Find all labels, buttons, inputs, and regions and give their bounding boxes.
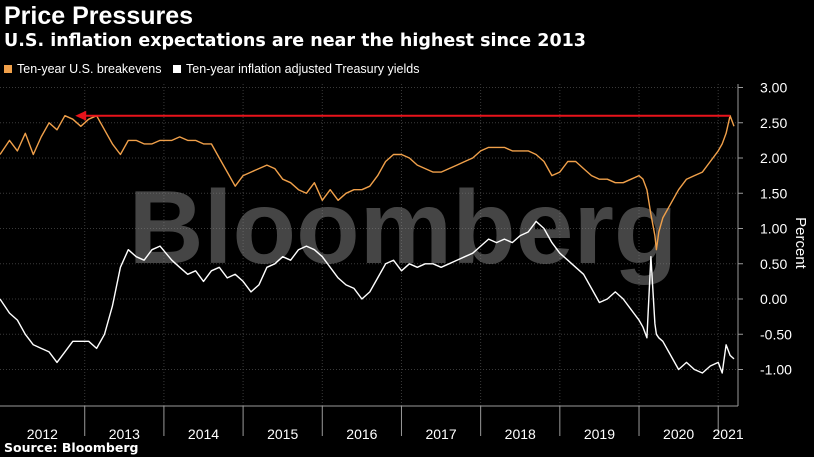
y-tick-label: 1.50: [760, 185, 787, 201]
x-axis: 2012 2013 2014 2015 2016 2017 2018 2019 2020 2021: [0, 405, 744, 442]
x-tick-label: 2012: [27, 426, 58, 442]
y-tick-label: 2.00: [760, 150, 787, 166]
red-arrow-annotation: [75, 110, 731, 121]
legend-label-yields: Ten-year inflation adjusted Treasury yie…: [186, 62, 420, 76]
x-tick-label: 2014: [188, 426, 219, 442]
x-tick-label: 2020: [663, 426, 694, 442]
x-tick-label: 2018: [505, 426, 536, 442]
legend-label-breakevens: Ten-year U.S. breakevens: [17, 62, 162, 76]
series-line-yields: [0, 220, 735, 374]
x-tick-label: 2021: [713, 426, 744, 442]
x-tick-label: 2017: [425, 426, 456, 442]
legend: Ten-year U.S. breakevens Ten-year inflat…: [4, 62, 427, 76]
gridlines: [0, 84, 738, 406]
y-tick-label: 3.00: [760, 80, 787, 96]
chart-title: Price Pressures: [4, 2, 194, 30]
source-note: Source: Bloomberg: [4, 440, 139, 455]
legend-item-breakevens: Ten-year U.S. breakevens: [4, 62, 162, 76]
y-tick-label: -0.50: [760, 326, 792, 342]
y-axis-label: Percent: [792, 217, 809, 270]
series-line-breakevens: [0, 115, 735, 251]
x-tick-label: 2019: [584, 426, 615, 442]
y-tick-label: 2.50: [760, 115, 787, 131]
y-axis: 3.00 2.50 2.00 1.50 1.00 0.50 0.00 -0.50 -1.00: [737, 80, 792, 406]
legend-swatch-breakevens: [4, 65, 12, 73]
x-tick-label: 2013: [109, 426, 140, 442]
legend-swatch-yields: [173, 65, 181, 73]
series-lines: [0, 115, 735, 374]
x-tick-label: 2016: [346, 426, 377, 442]
x-tick-label: 2015: [267, 426, 298, 442]
y-tick-label: -1.00: [760, 362, 792, 378]
arrow-head: [75, 110, 87, 121]
bloomberg-watermark: Bloomberg: [129, 170, 678, 286]
legend-item-yields: Ten-year inflation adjusted Treasury yie…: [173, 62, 419, 76]
y-tick-label: 0.00: [760, 291, 787, 307]
y-tick-label: 0.50: [760, 256, 787, 272]
chart-subtitle: U.S. inflation expectations are near the…: [4, 31, 586, 51]
y-tick-label: 1.00: [760, 221, 787, 237]
